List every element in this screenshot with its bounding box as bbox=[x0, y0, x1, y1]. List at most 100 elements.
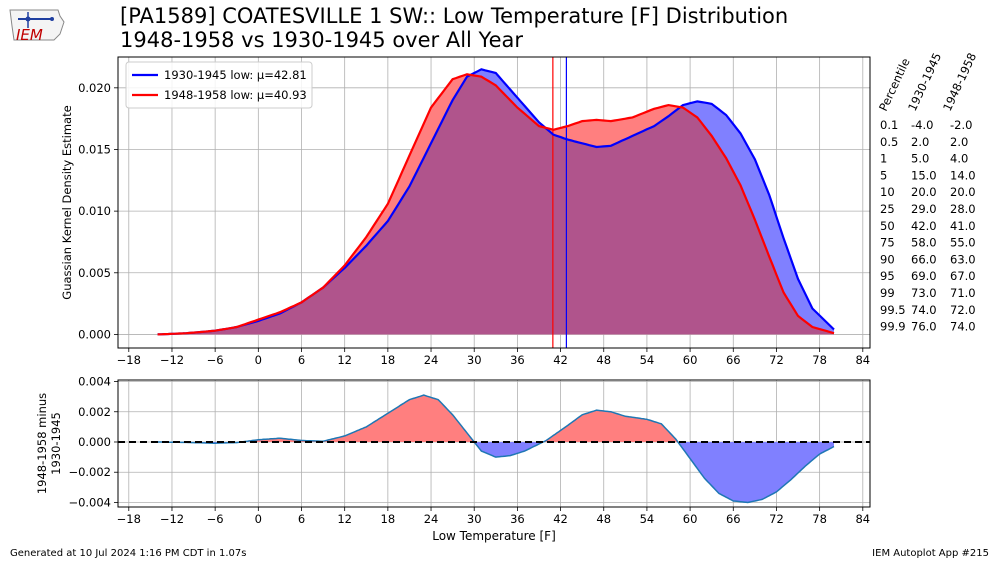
table-value-1948-1958: 71.0 bbox=[950, 286, 976, 300]
table-value-1930-1945: 76.0 bbox=[911, 320, 937, 334]
x-tick-label: 60 bbox=[683, 512, 698, 526]
x-tick-label: 6 bbox=[298, 512, 305, 526]
x-tick-label: 12 bbox=[337, 512, 352, 526]
x-tick-label: 72 bbox=[769, 512, 784, 526]
y-tick-label: 0.000 bbox=[78, 327, 111, 341]
density-plot: −18 −12 −6 0 6 12 18 24 30 36 42 48 54 60 66 72 78 84 0.00… bbox=[60, 56, 871, 367]
y-axis-label-line2: 1930-1945 bbox=[49, 412, 63, 475]
table-value-1930-1945: 15.0 bbox=[911, 168, 937, 182]
table-percentile: 99.5 bbox=[880, 303, 906, 317]
y-tick-label: −0.004 bbox=[68, 495, 111, 509]
positive-diff-fill bbox=[542, 410, 678, 443]
x-tick-label: −12 bbox=[160, 353, 184, 367]
x-tick-label: 42 bbox=[553, 512, 568, 526]
iem-logo: IEM bbox=[8, 6, 66, 48]
table-percentile: 1 bbox=[880, 152, 887, 166]
table-percentile: 75 bbox=[880, 236, 895, 250]
x-tick-label: 48 bbox=[596, 512, 611, 526]
table-percentile: 99 bbox=[880, 286, 895, 300]
table-percentile: 10 bbox=[880, 185, 895, 199]
x-tick-label: −12 bbox=[160, 512, 184, 526]
x-tick-label: 66 bbox=[726, 353, 741, 367]
table-value-1930-1945: 2.0 bbox=[911, 135, 929, 149]
chart-title: [PA1589] COATESVILLE 1 SW:: Low Temperat… bbox=[120, 4, 789, 28]
y-tick-label: −0.002 bbox=[68, 465, 111, 479]
difference-line bbox=[157, 394, 835, 504]
plot-frame bbox=[117, 379, 871, 508]
x-tick-label: 30 bbox=[467, 512, 482, 526]
table-header: 1930-1945 bbox=[905, 51, 944, 114]
table-percentile: 0.5 bbox=[880, 135, 898, 149]
x-tick-label: −18 bbox=[117, 512, 141, 526]
table-value-1948-1958: 74.0 bbox=[950, 320, 976, 334]
table-percentile: 95 bbox=[880, 269, 895, 283]
plot-frame bbox=[117, 56, 871, 349]
x-tick-label: 54 bbox=[640, 353, 655, 367]
series-1948-1958-line bbox=[157, 73, 835, 336]
x-tick-label: 66 bbox=[726, 512, 741, 526]
x-tick-label: 60 bbox=[683, 353, 698, 367]
table-value-1948-1958: 72.0 bbox=[950, 303, 976, 317]
table-percentile: 25 bbox=[880, 202, 895, 216]
table-value-1930-1945: 73.0 bbox=[911, 286, 937, 300]
x-tick-label: −18 bbox=[117, 353, 141, 367]
table-value-1948-1958: -2.0 bbox=[950, 118, 972, 132]
positive-diff-fill bbox=[240, 395, 475, 443]
series-1930-1945-line bbox=[157, 68, 835, 336]
overlap-fill bbox=[157, 74, 835, 335]
table-percentile: 5 bbox=[880, 168, 887, 182]
x-tick-label: −6 bbox=[207, 512, 224, 526]
table-value-1930-1945: 29.0 bbox=[911, 202, 937, 216]
x-tick-label: 24 bbox=[424, 353, 439, 367]
logo-text: IEM bbox=[16, 26, 43, 44]
table-value-1948-1958: 28.0 bbox=[950, 202, 976, 216]
table-value-1930-1945: 42.0 bbox=[911, 219, 937, 233]
x-tick-label: 42 bbox=[553, 353, 568, 367]
x-tick-label: 36 bbox=[510, 353, 525, 367]
table-percentile: 99.9 bbox=[880, 320, 906, 334]
x-tick-label: 0 bbox=[255, 353, 262, 367]
y-tick-label: 0.010 bbox=[78, 204, 111, 218]
table-value-1930-1945: -4.0 bbox=[911, 118, 933, 132]
table-value-1930-1945: 5.0 bbox=[911, 152, 929, 166]
table-header: 1948-1958 bbox=[940, 51, 979, 114]
table-value-1930-1945: 66.0 bbox=[911, 252, 937, 266]
negative-diff-fill bbox=[677, 441, 834, 503]
table-value-1948-1958: 41.0 bbox=[950, 219, 976, 233]
table-value-1930-1945: 58.0 bbox=[911, 236, 937, 250]
x-tick-label: 78 bbox=[812, 353, 827, 367]
legend-label: 1930-1945 low: μ=42.81 bbox=[164, 68, 307, 82]
y-axis-label-line1: 1948-1958 minus bbox=[35, 393, 49, 494]
x-tick-label: 84 bbox=[855, 512, 870, 526]
table-value-1948-1958: 2.0 bbox=[950, 135, 968, 149]
table-percentile: 0.1 bbox=[880, 118, 898, 132]
table-value-1930-1945: 74.0 bbox=[911, 303, 937, 317]
legend-label: 1948-1958 low: μ=40.93 bbox=[164, 88, 307, 102]
table-percentile: 50 bbox=[880, 219, 895, 233]
legend-frame bbox=[125, 61, 313, 109]
x-tick-label: 36 bbox=[510, 512, 525, 526]
y-tick-label: 0.002 bbox=[78, 405, 111, 419]
x-tick-label: 24 bbox=[424, 512, 439, 526]
y-axis-label: Guassian Kernel Density Estimate bbox=[60, 105, 74, 299]
table-value-1948-1958: 4.0 bbox=[950, 152, 968, 166]
x-tick-label: 6 bbox=[298, 353, 305, 367]
x-tick-label: −6 bbox=[207, 353, 224, 367]
x-axis-label: Low Temperature [F] bbox=[432, 529, 556, 543]
table-value-1948-1958: 55.0 bbox=[950, 236, 976, 250]
x-tick-label: 12 bbox=[337, 353, 352, 367]
x-tick-label: 84 bbox=[855, 353, 870, 367]
x-tick-label: 48 bbox=[596, 353, 611, 367]
table-value-1948-1958: 67.0 bbox=[950, 269, 976, 283]
x-tick-label: 18 bbox=[381, 353, 396, 367]
x-tick-label: 72 bbox=[769, 353, 784, 367]
generated-footer: Generated at 10 Jul 2024 1:16 PM CDT in … bbox=[10, 548, 247, 559]
table-value-1930-1945: 69.0 bbox=[911, 269, 937, 283]
x-tick-label: 78 bbox=[812, 512, 827, 526]
y-tick-label: 0.000 bbox=[78, 435, 111, 449]
y-tick-label: 0.020 bbox=[78, 81, 111, 95]
x-tick-label: 0 bbox=[255, 512, 262, 526]
x-tick-label: 30 bbox=[467, 353, 482, 367]
